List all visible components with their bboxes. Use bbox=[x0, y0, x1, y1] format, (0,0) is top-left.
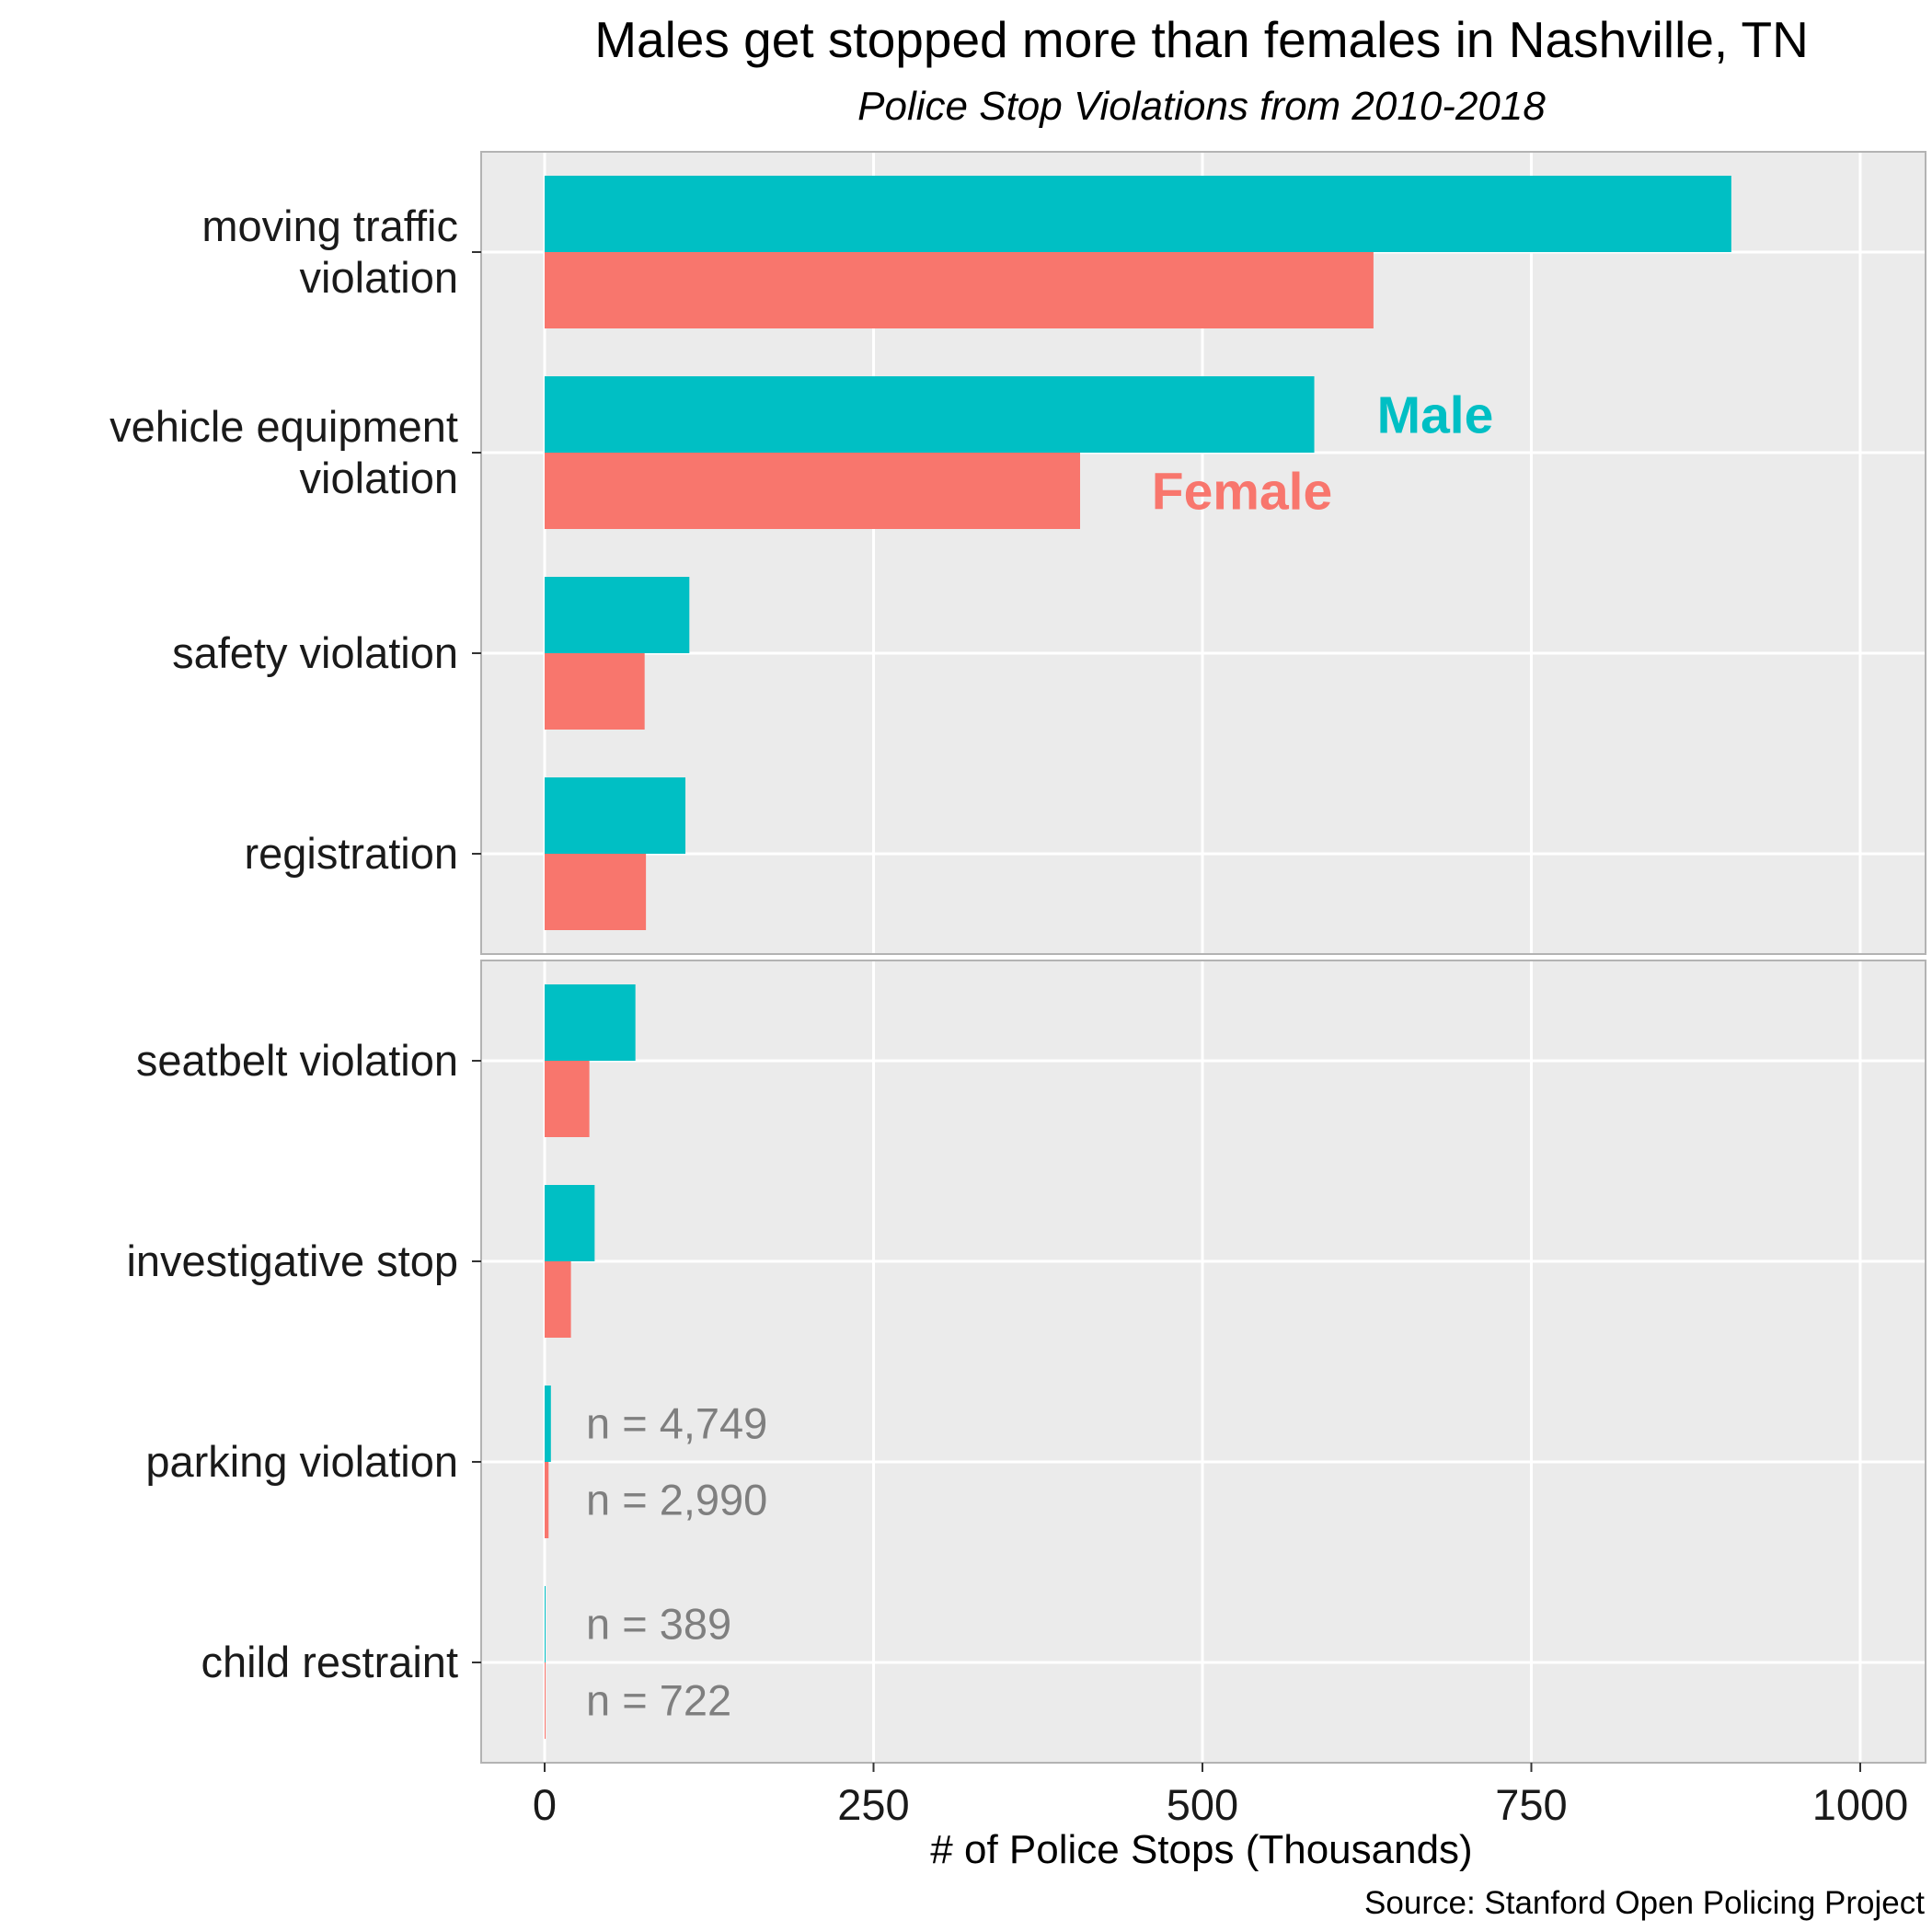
bar-female bbox=[545, 1261, 571, 1338]
count-annotation: n = 2,990 bbox=[586, 1476, 767, 1524]
y-tick-label: parking violation bbox=[145, 1437, 458, 1486]
bar-female bbox=[545, 453, 1081, 529]
bar-female bbox=[545, 1462, 549, 1538]
bar-male bbox=[545, 577, 690, 653]
x-tick-label: 750 bbox=[1495, 1780, 1567, 1829]
bar-female bbox=[545, 252, 1374, 328]
chart-panels: moving traffic violation vehicle equipment… bbox=[109, 151, 1926, 1764]
x-axis: 0 250 500 750 1000 bbox=[533, 1763, 1908, 1829]
bar-male bbox=[545, 376, 1315, 453]
bar-male bbox=[545, 984, 636, 1061]
bar-female bbox=[545, 653, 645, 730]
chart-title: Males get stopped more than females in N… bbox=[594, 11, 1809, 68]
series-label-female: Female bbox=[1152, 463, 1332, 522]
y-tick-label: registration bbox=[245, 829, 459, 878]
bar-male bbox=[545, 1185, 595, 1261]
y-tick-label: seatbelt violation bbox=[136, 1036, 458, 1085]
panel-1: moving traffic violation vehicle equipment… bbox=[109, 151, 1926, 955]
x-tick-label: 500 bbox=[1167, 1780, 1238, 1829]
y-tick-label: safety violation bbox=[172, 628, 458, 677]
bar-female bbox=[545, 1662, 546, 1739]
series-label-male: Male bbox=[1377, 386, 1494, 445]
bar-male bbox=[545, 777, 686, 854]
panel-2: seatbelt violation investigative stop park… bbox=[126, 960, 1926, 1764]
count-annotation: n = 389 bbox=[586, 1600, 731, 1649]
bar-male bbox=[545, 1386, 551, 1462]
chart-caption: Source: Stanford Open Policing Project bbox=[1364, 1885, 1925, 1921]
chart-subtitle: Police Stop Violations from 2010-2018 bbox=[857, 84, 1546, 129]
y-tick-label: child restraint bbox=[201, 1638, 459, 1686]
count-annotation: n = 4,749 bbox=[586, 1399, 767, 1448]
y-tick-label: vehicle equipment violation bbox=[109, 402, 458, 502]
bar-female bbox=[545, 1061, 590, 1137]
y-tick-label: investigative stop bbox=[126, 1236, 458, 1285]
x-tick-label: 250 bbox=[837, 1780, 909, 1829]
x-tick-label: 0 bbox=[533, 1780, 557, 1829]
bar-male bbox=[545, 176, 1731, 252]
bar-female bbox=[545, 854, 647, 930]
bar-male bbox=[545, 1586, 546, 1662]
count-annotation: n = 722 bbox=[586, 1676, 731, 1725]
x-axis-label: # of Police Stops (Thousands) bbox=[930, 1827, 1472, 1872]
x-tick-label: 1000 bbox=[1812, 1780, 1909, 1829]
y-tick-label: moving traffic violation bbox=[201, 201, 458, 302]
